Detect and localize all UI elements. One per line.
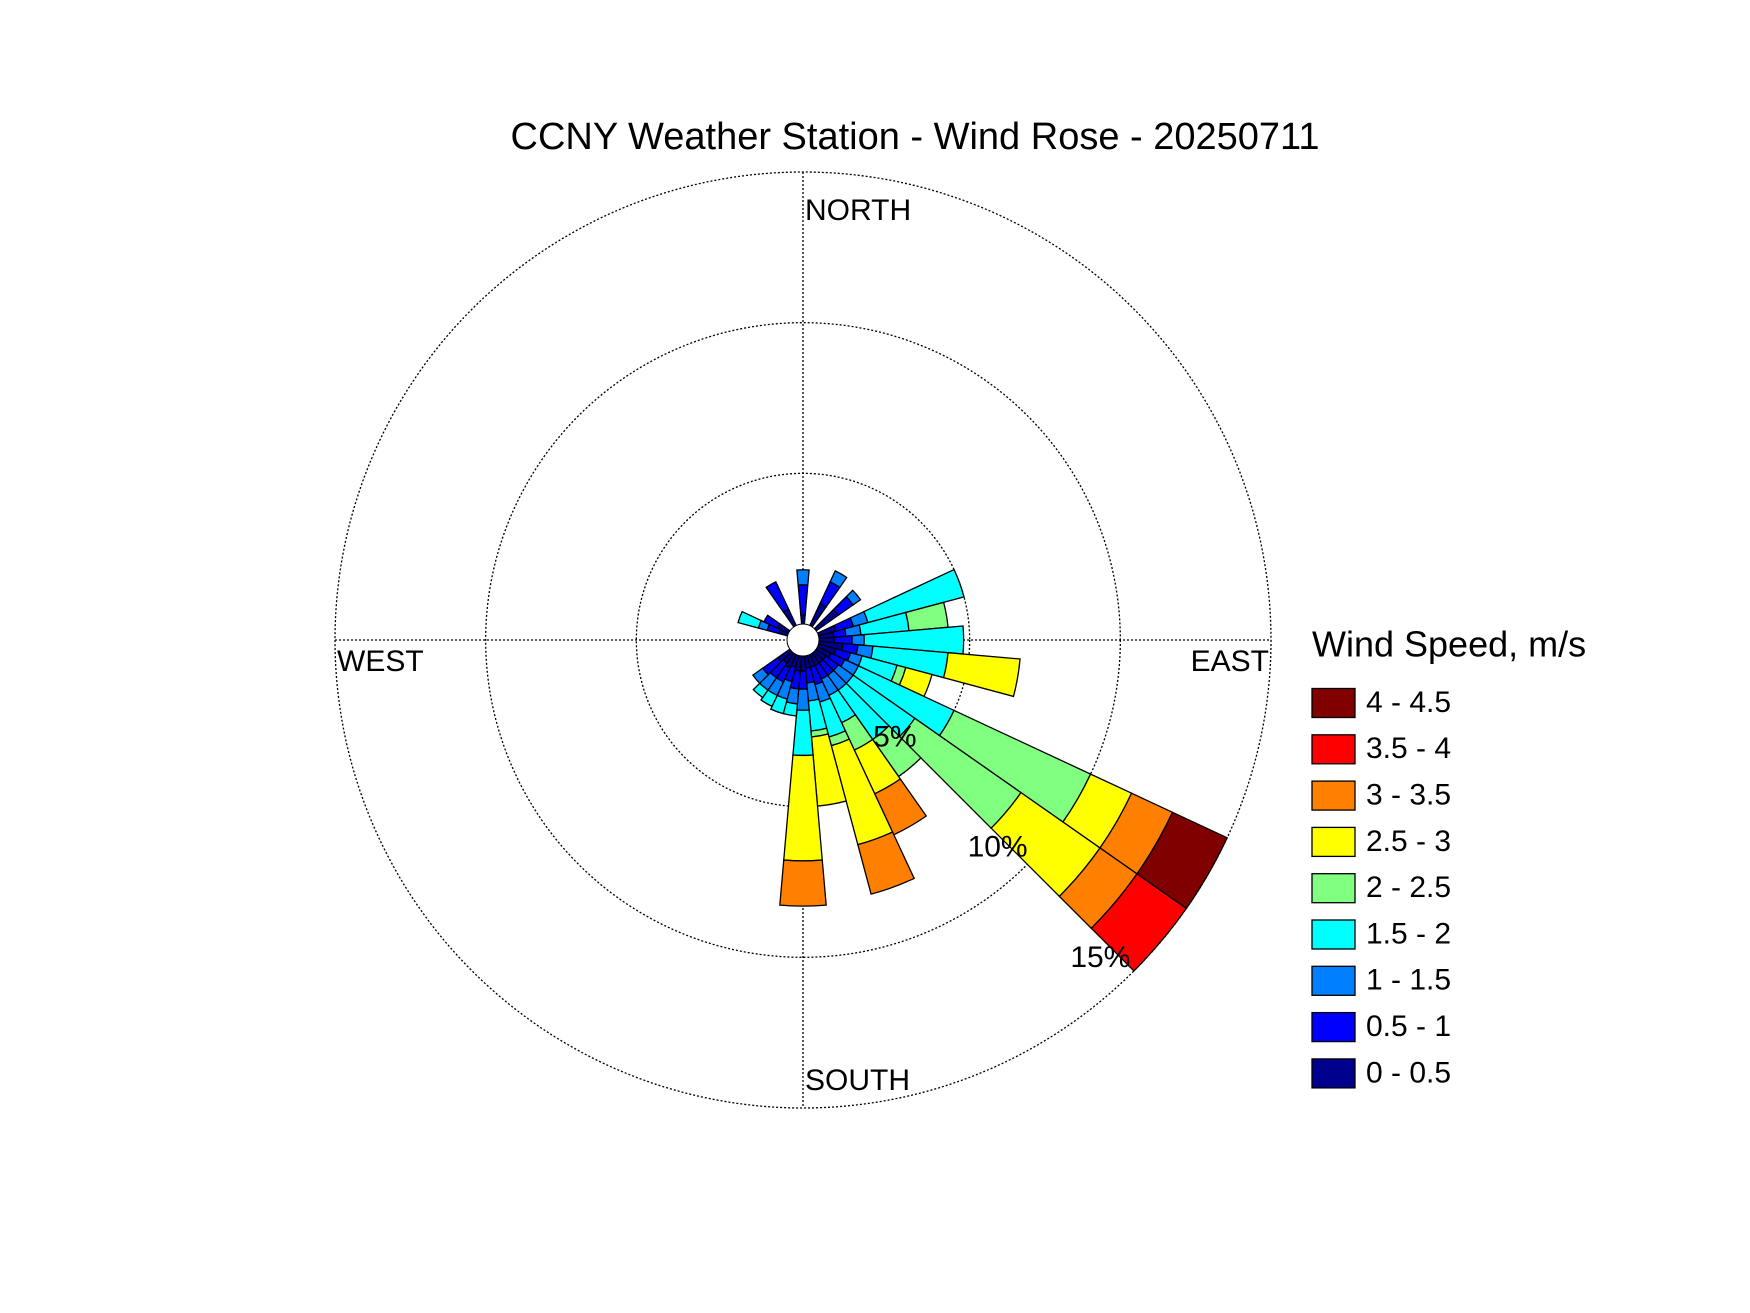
wind-sector	[845, 589, 862, 606]
legend-label: 1 - 1.5	[1366, 964, 1451, 997]
legend-swatch	[1311, 826, 1356, 858]
legend-label: 3.5 - 4	[1366, 732, 1451, 765]
legend-label: 2 - 2.5	[1366, 871, 1451, 904]
wind-sector	[942, 651, 1021, 698]
legend-title: Wind Speed, m/s	[1312, 624, 1586, 665]
direction-label: EAST	[1191, 645, 1269, 678]
chart-title: CCNY Weather Station - Wind Rose - 20250…	[511, 116, 1320, 158]
legend-swatch	[1311, 1011, 1356, 1043]
wind-sector	[765, 580, 790, 613]
wind-sector	[737, 610, 763, 629]
legend-swatch	[1311, 919, 1356, 950]
r-tick-label: 5%	[873, 720, 916, 753]
wind-sector	[760, 689, 778, 708]
direction-label: SOUTH	[805, 1064, 910, 1097]
legend-label: 1.5 - 2	[1366, 917, 1451, 950]
wind-sector	[797, 584, 809, 616]
wind-sector	[1090, 872, 1188, 972]
legend-swatch	[1311, 687, 1356, 719]
wind-sector	[763, 614, 781, 630]
wind-sector	[752, 682, 769, 699]
legend-swatch	[1311, 780, 1356, 811]
legend-swatch	[1311, 734, 1356, 765]
legend-label: 4 - 4.5	[1366, 686, 1451, 719]
legend-swatch	[1311, 1058, 1356, 1089]
grid-ring	[485, 322, 1121, 958]
legend-label: 0 - 0.5	[1366, 1056, 1451, 1089]
wind-sector	[829, 570, 848, 589]
wind-sector	[751, 667, 770, 685]
direction-label: NORTH	[805, 194, 911, 227]
wind-sector	[863, 568, 965, 624]
legend-swatch	[1311, 873, 1356, 904]
wind-sector	[782, 608, 798, 628]
wind-sector	[800, 614, 806, 625]
center-hole	[786, 623, 820, 657]
wind-sector	[857, 831, 916, 895]
legend-label: 3 - 3.5	[1366, 779, 1451, 812]
wind-sector	[796, 569, 810, 586]
wind-sector	[779, 859, 827, 907]
r-tick-label: 10%	[968, 831, 1028, 864]
wind-sector	[769, 694, 788, 715]
legend-label: 0.5 - 1	[1366, 1010, 1451, 1043]
wind-sector	[792, 709, 814, 757]
r-tick-label: 15%	[1070, 941, 1130, 974]
legend-swatch	[1311, 965, 1356, 996]
wind-sector	[851, 633, 865, 647]
direction-label: WEST	[337, 645, 424, 678]
legend-label: 2.5 - 3	[1366, 825, 1451, 858]
grid-ring	[334, 171, 1272, 1109]
